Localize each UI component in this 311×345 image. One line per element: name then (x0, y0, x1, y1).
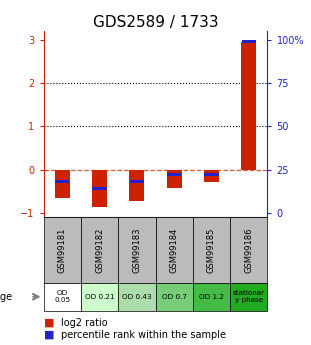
Text: ■: ■ (44, 318, 54, 327)
Bar (44, 283, 81, 310)
Bar (193, 217, 230, 283)
Title: GDS2589 / 1733: GDS2589 / 1733 (93, 15, 218, 30)
Bar (156, 217, 193, 283)
Text: percentile rank within the sample: percentile rank within the sample (61, 330, 226, 339)
Bar (44, 217, 81, 283)
Text: log2 ratio: log2 ratio (61, 318, 107, 327)
Bar (167, 170, 182, 188)
Text: GSM99181: GSM99181 (58, 227, 67, 273)
Text: GSM99183: GSM99183 (132, 227, 141, 273)
Bar (193, 283, 230, 310)
Text: OD 1.2: OD 1.2 (199, 294, 224, 300)
Text: stationar
y phase: stationar y phase (233, 290, 265, 303)
Text: age: age (0, 292, 12, 302)
Text: OD
0.05: OD 0.05 (54, 290, 70, 303)
Text: GSM99182: GSM99182 (95, 227, 104, 273)
Bar (242, 40, 256, 43)
Bar (55, 170, 70, 198)
Text: OD 0.7: OD 0.7 (162, 294, 187, 300)
Bar (167, 174, 181, 176)
Bar (129, 170, 144, 201)
Bar (204, 170, 219, 182)
Bar (81, 283, 118, 310)
Bar (118, 217, 156, 283)
Bar (230, 217, 267, 283)
Bar (118, 283, 156, 310)
Text: GSM99186: GSM99186 (244, 227, 253, 273)
Text: OD 0.43: OD 0.43 (122, 294, 152, 300)
Text: GSM99185: GSM99185 (207, 227, 216, 273)
Bar (55, 180, 69, 183)
Bar (230, 283, 267, 310)
Bar (130, 180, 144, 183)
Bar (204, 174, 219, 176)
Bar (156, 283, 193, 310)
Bar (81, 217, 118, 283)
Text: ■: ■ (44, 330, 54, 339)
Bar (92, 187, 107, 190)
Bar (241, 42, 256, 170)
Bar (92, 170, 107, 207)
Text: GSM99184: GSM99184 (170, 227, 179, 273)
Text: OD 0.21: OD 0.21 (85, 294, 114, 300)
